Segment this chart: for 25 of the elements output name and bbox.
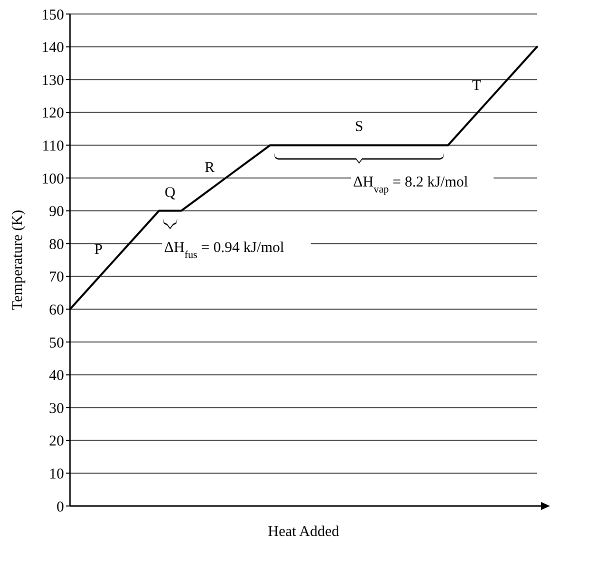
y-tick-label: 100 [42, 171, 64, 188]
y-tick-label: 150 [42, 7, 64, 24]
y-tick-label: 120 [42, 106, 64, 122]
y-tick-label: 50 [49, 335, 64, 352]
annotation: S [354, 119, 364, 136]
y-tick-label: 20 [49, 434, 64, 450]
y-axis-title: Temperature (K) [10, 210, 26, 310]
annotation: ΔH$_{fus}$ = 0.94 kJ/mol [164, 240, 284, 261]
y-tick-label: 80 [49, 236, 64, 253]
x-axis-title: Heat Added [268, 524, 340, 540]
y-tick-label: 40 [49, 368, 64, 384]
y-tick-label: 70 [49, 270, 64, 286]
annotation: Q [164, 184, 176, 201]
annotation: R [204, 160, 215, 176]
y-tick-label: 130 [42, 72, 64, 89]
y-tick-label: 110 [42, 138, 64, 154]
annotation: T [472, 78, 482, 94]
y-tick-label: 60 [49, 302, 64, 318]
y-tick-label: 0 [56, 499, 64, 516]
y-tick-label: 10 [49, 466, 64, 482]
y-tick-label: 140 [42, 40, 64, 56]
y-tick-label: 30 [49, 400, 64, 417]
annotation: ΔH$_{vap}$ = 8.2 kJ/mol [353, 174, 468, 195]
y-tick-label: 90 [49, 204, 64, 220]
annotation: P [94, 242, 103, 258]
